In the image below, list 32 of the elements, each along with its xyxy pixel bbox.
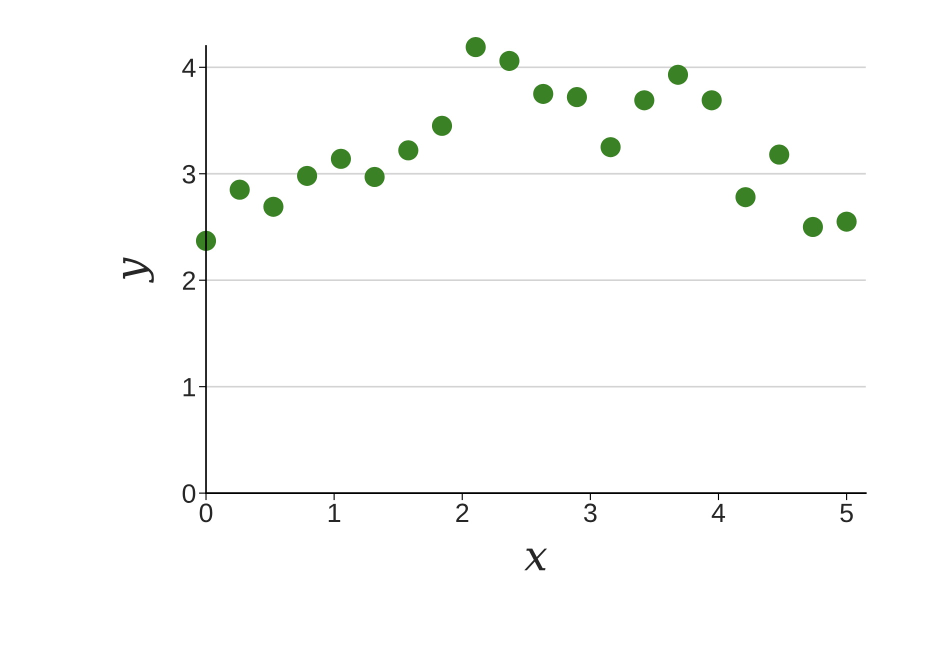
- point: [735, 187, 756, 208]
- x-tick-label: 1: [328, 504, 340, 522]
- point: [634, 90, 654, 110]
- point: [330, 148, 351, 169]
- point: [566, 87, 587, 108]
- point: [364, 166, 385, 188]
- point: [297, 166, 318, 186]
- point: [499, 50, 520, 71]
- y-tick-label: 4: [182, 58, 196, 77]
- x-tick-label: 5: [840, 504, 853, 522]
- point: [836, 212, 857, 232]
- point: [702, 90, 722, 110]
- point: [230, 180, 250, 200]
- x-tick-label: 4: [712, 504, 726, 522]
- point: [769, 144, 790, 165]
- point: [466, 37, 486, 58]
- y-tick-label: 1: [184, 378, 196, 396]
- x-axis-title: x: [524, 548, 548, 570]
- x-tick-label: 0: [200, 504, 212, 522]
- x-tick-label: 2: [456, 504, 468, 522]
- point: [533, 84, 554, 104]
- y-tick-label: 3: [182, 164, 196, 184]
- point: [668, 64, 688, 85]
- y-tick-label: 2: [182, 271, 195, 290]
- y-tick-label: 0: [182, 484, 196, 503]
- point: [432, 116, 452, 136]
- point: [398, 140, 418, 160]
- point: [600, 137, 621, 158]
- point: [263, 196, 284, 217]
- x-tick-label: 3: [584, 504, 597, 522]
- y-axis-title: y: [122, 257, 154, 283]
- point: [802, 216, 823, 238]
